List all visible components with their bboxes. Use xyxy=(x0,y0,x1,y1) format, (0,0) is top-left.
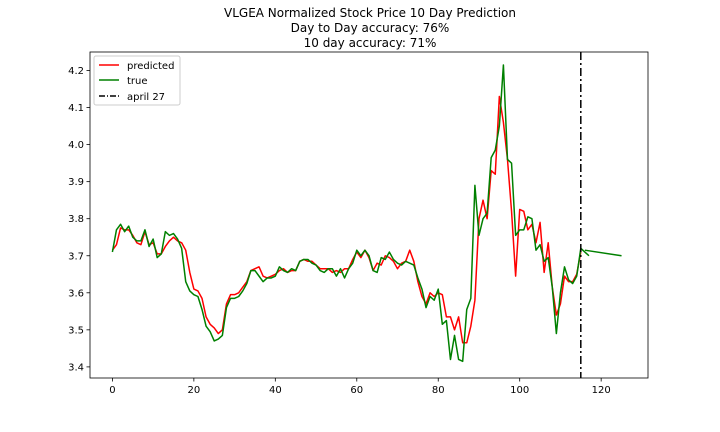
y-tick-label: 3.7 xyxy=(68,251,84,262)
chart-title: VLGEA Normalized Stock Price 10 Day Pred… xyxy=(224,6,516,50)
legend-label-true: true xyxy=(127,76,148,87)
axes: 0 20 40 60 80 100 120 3.4 3.5 3.6 3.7 3.8 3.9 4.0 4.1 4… xyxy=(68,51,649,396)
legend: predicted true april 27 xyxy=(93,55,181,106)
x-tick-label: 80 xyxy=(432,385,445,396)
x-tick-label: 20 xyxy=(187,385,200,396)
chart-title-line-2: Day to Day accuracy: 76% xyxy=(291,21,450,35)
x-tick-label: 60 xyxy=(350,385,363,396)
y-tick-label: 3.9 xyxy=(68,177,84,188)
chart-title-line-3: 10 day accuracy: 71% xyxy=(304,36,437,50)
legend-label-predicted: predicted xyxy=(127,61,174,72)
x-tick-label: 0 xyxy=(109,385,115,396)
plot-area xyxy=(111,52,622,378)
y-tick-label: 3.8 xyxy=(68,214,84,225)
y-tick-label: 4.0 xyxy=(68,140,84,151)
x-tick-label: 40 xyxy=(269,385,282,396)
series-tail-true xyxy=(584,249,622,257)
y-tick-label: 3.5 xyxy=(68,325,84,336)
y-tick-label: 3.6 xyxy=(68,288,84,299)
y-tick-label: 4.2 xyxy=(68,66,84,77)
x-tick-label: 100 xyxy=(510,385,529,396)
series-line-predicted xyxy=(111,95,582,344)
legend-label-april-27: april 27 xyxy=(127,92,165,103)
y-tick-label: 4.1 xyxy=(68,103,84,114)
series-line-true xyxy=(111,64,590,363)
legend-frame xyxy=(93,55,181,106)
axes-frame xyxy=(89,51,649,379)
x-tick-label: 120 xyxy=(592,385,611,396)
y-tick-label: 3.4 xyxy=(68,362,84,373)
chart-title-line-1: VLGEA Normalized Stock Price 10 Day Pred… xyxy=(224,6,516,20)
